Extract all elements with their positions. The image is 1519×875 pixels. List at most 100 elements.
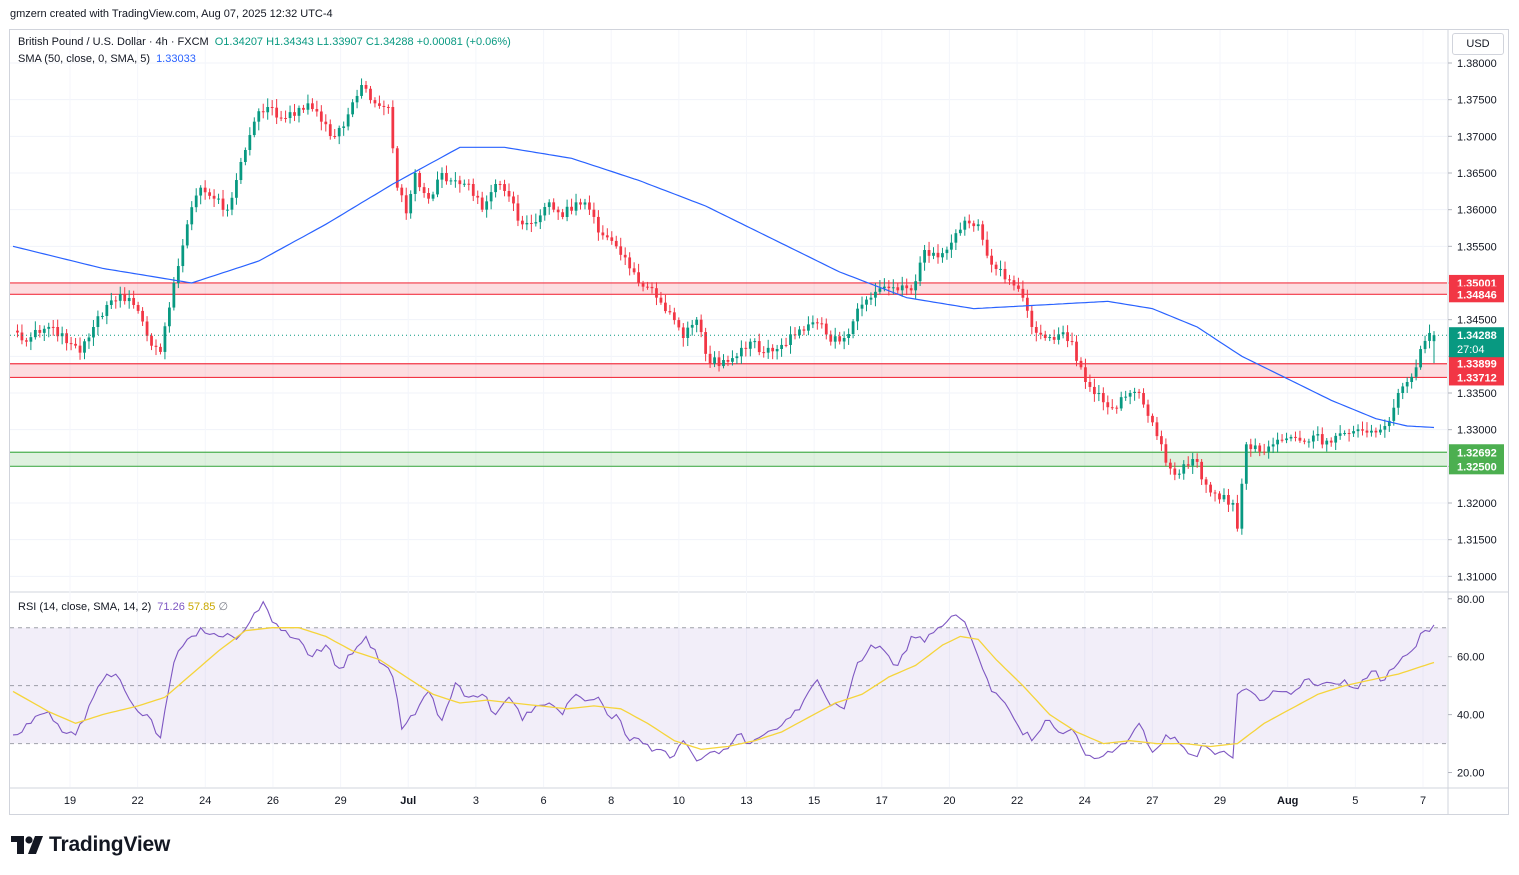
candle-up — [1414, 367, 1418, 377]
candle-up — [181, 245, 185, 267]
candle-up — [565, 206, 569, 217]
candle-up — [409, 193, 413, 214]
candle-down — [936, 252, 940, 258]
candle-up — [1396, 393, 1400, 408]
candle-up — [1289, 436, 1293, 439]
candle-up — [243, 149, 247, 162]
candle-down — [150, 335, 153, 346]
candle-up — [351, 102, 354, 115]
candle-up — [176, 266, 180, 283]
candle-up — [413, 173, 417, 194]
candle-down — [467, 183, 471, 185]
candle-up — [900, 285, 904, 291]
candle-up — [266, 107, 270, 113]
candle-down — [123, 294, 127, 302]
candle-up — [436, 179, 439, 195]
candle-up — [337, 127, 341, 137]
rsi-label[interactable]: RSI (14, close, SMA, 14, 2) — [18, 601, 152, 613]
tradingview-logo[interactable]: TradingView — [11, 832, 170, 858]
rsi-tick-label: 40.00 — [1457, 710, 1485, 722]
rsi-legend: RSI (14, close, SMA, 14, 2) 71.26 57.85 ∅ — [18, 600, 228, 613]
rsi-band-fill — [10, 627, 1447, 744]
candle-up — [190, 207, 194, 225]
time-tick-label: 20 — [943, 795, 955, 807]
candle-up — [1352, 431, 1355, 434]
sma-label[interactable]: SMA (50, close, 0, SMA, 5) — [18, 53, 151, 65]
price-tick-label: 1.35500 — [1457, 241, 1497, 253]
candle-up — [105, 305, 109, 316]
candle-down — [521, 220, 524, 225]
candle-down — [507, 190, 511, 197]
candle-up — [172, 283, 176, 308]
time-tick-label: 22 — [132, 795, 144, 807]
candle-down — [373, 100, 377, 104]
countdown-label-text: 27:04 — [1457, 344, 1485, 356]
candle-up — [306, 103, 310, 110]
candle-up — [547, 202, 551, 208]
candle-down — [619, 246, 623, 255]
candle-down — [887, 286, 891, 289]
candle-down — [284, 118, 287, 119]
chart-frame — [9, 29, 1509, 815]
time-tick-label: Jul — [400, 795, 416, 807]
candle-down — [1070, 341, 1074, 343]
candle-down — [990, 255, 993, 265]
candle-up — [1253, 445, 1257, 450]
time-tick-label: 24 — [199, 795, 211, 807]
candle-down — [395, 148, 399, 188]
candle-up — [194, 195, 198, 208]
candle-down — [726, 360, 730, 362]
candle-down — [1280, 439, 1284, 441]
candle-up — [525, 222, 529, 225]
candle-up — [847, 334, 851, 338]
candle-up — [230, 197, 234, 210]
candle-up — [1048, 337, 1052, 339]
candle-up — [976, 224, 980, 227]
time-tick-label: 8 — [608, 795, 614, 807]
candle-up — [735, 356, 739, 359]
candle-up — [739, 347, 743, 357]
candle-up — [923, 250, 926, 263]
candle-up — [1405, 382, 1409, 387]
candle-down — [159, 346, 162, 352]
low-value: L1.33907 — [316, 36, 363, 48]
candle-up — [1231, 503, 1235, 505]
candle-down — [422, 187, 426, 194]
candle-down — [516, 203, 520, 221]
candle-up — [127, 297, 131, 302]
candle-down — [1249, 444, 1253, 450]
candle-up — [100, 315, 104, 317]
candle-up — [1285, 438, 1288, 441]
price-tick-label: 1.33000 — [1457, 425, 1497, 437]
candle-up — [538, 215, 542, 223]
candle-up — [252, 121, 256, 136]
resistance-zone — [10, 282, 1447, 295]
candle-down — [1173, 468, 1177, 475]
candle-up — [109, 300, 113, 305]
candle-down — [744, 347, 748, 349]
candle-up — [914, 281, 918, 291]
time-tick-label: 27 — [1146, 795, 1158, 807]
price-tick-label: 1.31000 — [1457, 571, 1497, 583]
candle-up — [860, 304, 864, 309]
candle-down — [1043, 334, 1047, 338]
candle-down — [784, 344, 788, 346]
candle-up — [1392, 407, 1396, 421]
candle-down — [328, 124, 332, 137]
candle-up — [92, 327, 95, 338]
sma-legend: SMA (50, close, 0, SMA, 5) 1.33033 — [18, 53, 196, 65]
candle-down — [1262, 451, 1266, 453]
candle-down — [1052, 337, 1056, 340]
symbol-legend: British Pound / U.S. Dollar · 4h · FXCM O… — [18, 36, 511, 48]
candle-down — [655, 288, 658, 298]
currency-button[interactable]: USD — [1452, 33, 1504, 55]
candle-down — [579, 202, 582, 205]
candle-up — [713, 357, 716, 364]
candle-down — [369, 88, 372, 101]
symbol-name[interactable]: British Pound / U.S. Dollar · 4h · FXCM — [18, 36, 209, 48]
candle-down — [498, 184, 502, 185]
candle-down — [1115, 407, 1119, 409]
candle-down — [1329, 440, 1333, 443]
price-tick-label: 1.31500 — [1457, 535, 1497, 547]
